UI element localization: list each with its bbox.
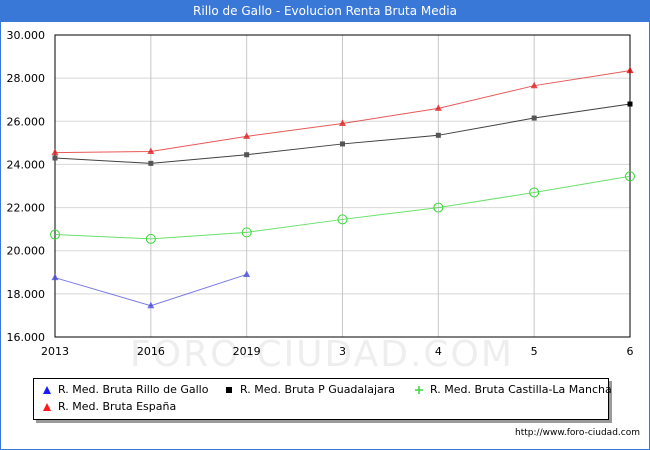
series-line <box>54 175 631 240</box>
legend-label: R. Med. Bruta P Guadalajara <box>240 383 396 396</box>
y-tick-label: 28.000 <box>7 72 46 85</box>
legend: R. Med. Bruta Rillo de Gallo R. Med. Bru… <box>33 378 612 420</box>
source-url: http://www.foro-ciudad.com <box>515 428 640 438</box>
data-point <box>339 119 346 126</box>
data-point <box>625 171 635 182</box>
data-point <box>241 227 252 238</box>
data-point <box>337 214 348 225</box>
watermark: FORO-CIUDAD.COM <box>130 334 514 375</box>
data-point <box>51 273 59 281</box>
legend-label: R. Med. Bruta España <box>58 400 177 413</box>
data-point <box>244 152 250 158</box>
data-point <box>52 155 58 161</box>
data-point <box>627 101 633 107</box>
chart-title: Rillo de Gallo - Evolucion Renta Bruta M… <box>0 0 650 22</box>
data-point <box>148 160 154 166</box>
plot-area <box>54 34 631 338</box>
plus-marker-icon <box>415 386 423 394</box>
series-group <box>50 66 635 309</box>
legend-label: R. Med. Bruta Rillo de Gallo <box>58 383 209 396</box>
x-tick-label: 4 <box>435 345 442 358</box>
x-tick-label: 2019 <box>233 345 261 358</box>
triangle-marker-icon <box>43 403 51 411</box>
x-tick-label: 2016 <box>137 345 165 358</box>
triangle-marker-icon <box>43 386 51 394</box>
data-point <box>530 81 538 89</box>
data-point <box>433 202 444 213</box>
data-point <box>435 132 441 138</box>
data-point <box>531 115 537 121</box>
y-tick-label: 20.000 <box>7 245 46 258</box>
data-point <box>626 66 634 74</box>
y-tick-label: 18.000 <box>7 288 46 301</box>
data-point <box>243 132 251 139</box>
axes: 16.000 18.000 20.000 22.000 24.000 26.000 28.0… <box>7 29 634 358</box>
data-point <box>529 187 540 198</box>
data-point <box>50 229 60 240</box>
y-tick-label: 22.000 <box>7 202 46 215</box>
x-tick-label: 3 <box>339 345 346 358</box>
data-point <box>147 301 155 309</box>
legend-label: R. Med. Bruta Castilla-La Mancha <box>430 383 612 396</box>
y-tick-label: 16.000 <box>7 331 46 344</box>
data-point <box>243 270 251 277</box>
data-point <box>340 141 345 147</box>
grid <box>55 35 630 337</box>
y-tick-label: 26.000 <box>7 115 46 128</box>
data-point <box>145 233 156 244</box>
square-marker-icon <box>226 387 232 393</box>
y-tick-label: 30.000 <box>7 29 46 42</box>
data-point <box>147 147 155 154</box>
x-tick-label: 2013 <box>41 345 69 358</box>
data-point <box>51 148 59 156</box>
y-tick-label: 24.000 <box>7 158 46 171</box>
x-tick-label: 5 <box>531 345 538 358</box>
x-tick-label: 6 <box>627 345 634 358</box>
data-point <box>434 104 442 111</box>
